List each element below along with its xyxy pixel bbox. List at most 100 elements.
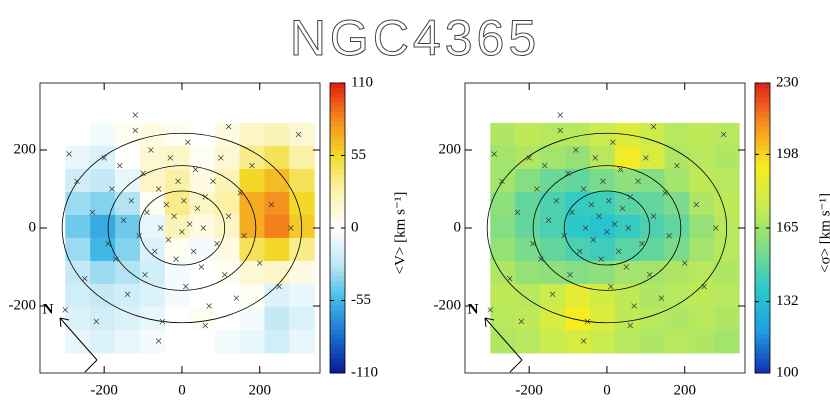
colorbar-step — [330, 165, 345, 171]
colorbar-step — [330, 213, 345, 219]
map-cell — [564, 214, 591, 239]
map-cell — [564, 329, 591, 354]
map-cell — [189, 283, 216, 308]
map-cell — [264, 168, 290, 193]
map-cell — [614, 237, 641, 262]
colorbar-step — [755, 218, 770, 224]
point — [206, 303, 212, 309]
map-cell — [639, 329, 665, 354]
map-cell — [589, 260, 616, 285]
map-cell — [90, 122, 116, 147]
colorbar-step — [330, 286, 345, 292]
colorbar-step — [330, 145, 345, 152]
map-cell — [289, 260, 315, 285]
map-cell — [589, 237, 616, 262]
map-cell — [639, 145, 665, 170]
point — [198, 264, 205, 270]
map-cell — [714, 306, 740, 331]
point — [592, 155, 599, 161]
x-tick-label: -200 — [90, 382, 118, 398]
map-cell — [189, 168, 216, 193]
map-cell — [90, 329, 116, 354]
point — [256, 260, 263, 266]
colorbar-step — [755, 208, 770, 214]
map-cell — [90, 214, 116, 239]
colorbar-step — [330, 344, 345, 350]
colorbar-step — [755, 271, 770, 277]
point — [66, 151, 72, 157]
colorbar-step — [330, 179, 345, 185]
map-cell — [65, 214, 91, 239]
point — [109, 186, 115, 192]
map-cell — [264, 306, 290, 331]
map — [486, 122, 740, 354]
point — [576, 248, 583, 255]
map-cell — [239, 191, 265, 216]
map-cell — [664, 168, 690, 193]
point — [662, 190, 669, 196]
map-cell — [540, 168, 566, 193]
map-cell — [65, 306, 91, 331]
map-cell — [540, 283, 566, 308]
point — [151, 248, 158, 255]
point — [175, 178, 181, 184]
map-cell — [264, 122, 290, 147]
colorbar-step — [755, 319, 770, 326]
map-cell — [689, 306, 715, 331]
colorbar-step — [330, 242, 345, 248]
map-cell — [614, 145, 641, 170]
colorbar-step — [755, 126, 770, 132]
map-cell — [639, 168, 665, 193]
point — [200, 225, 207, 231]
colorbar-step — [330, 121, 345, 127]
compass-label: N — [468, 301, 479, 317]
map-cell — [639, 191, 665, 216]
map-cell — [540, 306, 566, 331]
map-cell — [714, 168, 740, 193]
map-cell — [614, 283, 641, 308]
point — [639, 240, 645, 247]
colorbar-step — [755, 237, 770, 243]
y-tick-label: 0 — [454, 219, 462, 235]
colorbar-step — [330, 228, 345, 234]
colorbar-step — [755, 179, 770, 185]
colorbar-step — [330, 315, 345, 321]
point — [611, 221, 618, 227]
map-cell — [540, 191, 566, 216]
compass — [484, 317, 523, 373]
point — [598, 256, 604, 262]
point — [627, 322, 634, 329]
point — [541, 162, 548, 169]
point — [132, 112, 139, 118]
map-cell — [289, 283, 315, 308]
map-cell — [289, 168, 315, 193]
colorbar-step — [330, 112, 345, 118]
map-cell — [490, 329, 516, 354]
point — [658, 295, 665, 301]
map-cell — [589, 214, 616, 239]
x-tick-label: -200 — [515, 382, 543, 398]
compass — [59, 317, 98, 373]
map-cell — [164, 237, 191, 262]
colorbar-label: <V> [km s⁻¹] — [392, 192, 408, 275]
colorbar-step — [330, 334, 345, 340]
y-tick-label: 0 — [29, 219, 37, 235]
point — [693, 201, 700, 208]
point — [701, 283, 707, 290]
colorbar-step — [330, 358, 345, 364]
point — [218, 155, 224, 161]
point — [163, 201, 170, 208]
point — [192, 166, 199, 173]
colorbar-step — [755, 232, 770, 239]
map-cell — [90, 237, 116, 262]
colorbar-step — [755, 368, 770, 374]
isophote — [563, 190, 651, 266]
point — [526, 155, 532, 161]
map-cell — [65, 191, 91, 216]
colorbar-step — [755, 112, 770, 118]
colorbar-step — [330, 290, 345, 297]
point — [181, 197, 187, 204]
colorbar-step — [330, 339, 345, 345]
map-cell — [239, 260, 265, 285]
point — [596, 213, 602, 220]
